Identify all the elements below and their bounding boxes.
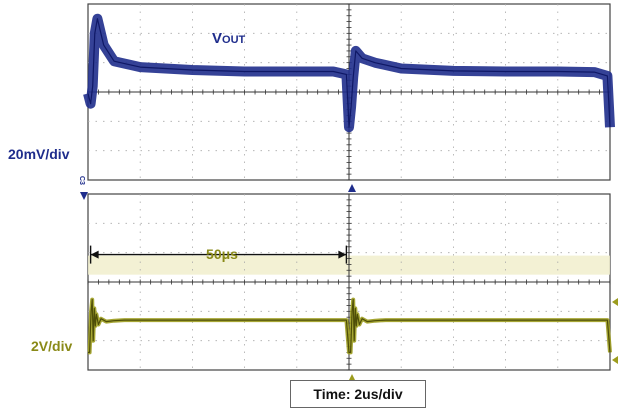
vout-panel — [83, 3, 615, 181]
channel-marker: C3 — [78, 176, 85, 185]
channel-arrow-icon — [80, 192, 88, 200]
trigger-marker-top — [348, 184, 356, 192]
vout-label-main: V — [212, 30, 222, 47]
switch-scale-label: 2V/div — [31, 338, 72, 354]
time-scale-label: Time: 2us/div — [290, 380, 426, 408]
waveform-trace — [88, 299, 611, 353]
waveform-trace — [87, 18, 611, 128]
period-label: 50μs — [206, 246, 238, 262]
period-arrow-left — [90, 250, 99, 259]
period-arrow-right — [338, 250, 347, 259]
ground-marker-right — [612, 356, 618, 364]
vout-label-sub: OUT — [222, 34, 246, 46]
switch-node-panel — [87, 193, 612, 371]
vout-trace-label: VOUT — [212, 30, 246, 47]
level-marker-right — [612, 298, 618, 306]
vout-scale-label: 20mV/div — [8, 146, 70, 162]
